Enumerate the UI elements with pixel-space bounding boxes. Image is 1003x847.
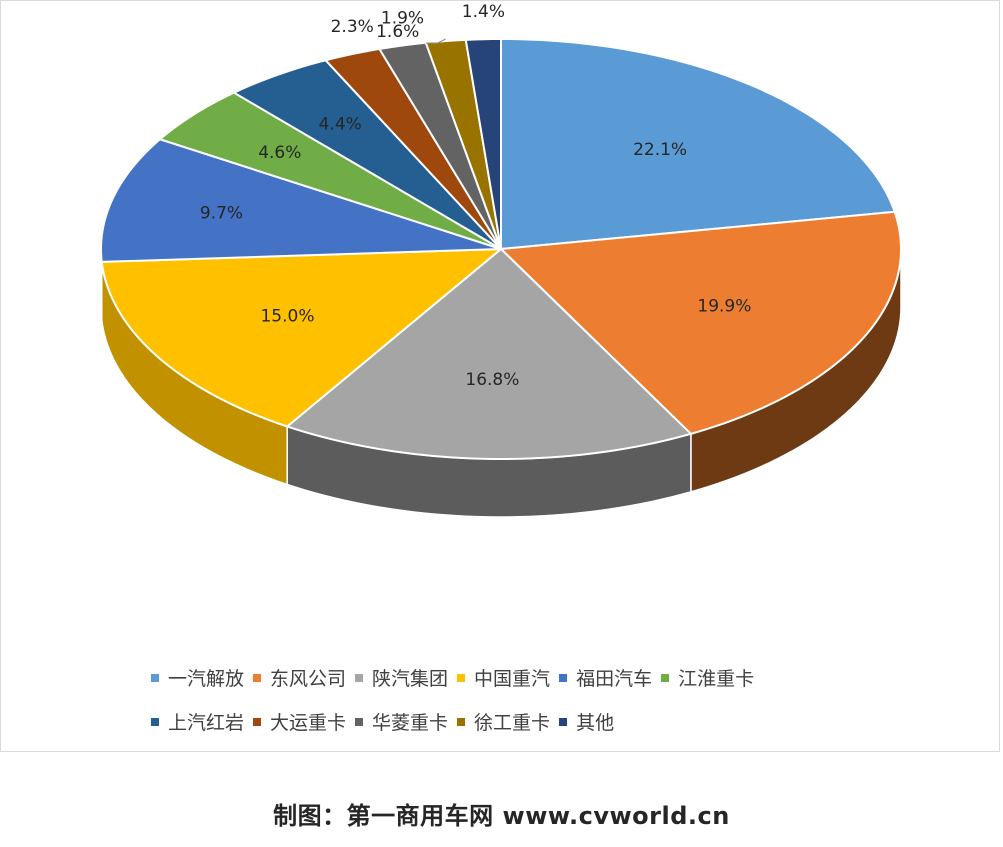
data-label-3: 15.0% [260,306,314,326]
pie-slice-7 [323,47,502,250]
legend-label: 中国重汽 [474,668,551,690]
legend-swatch [253,717,262,726]
pie-slice-0 [500,37,897,251]
pie-slice-5 [157,91,502,250]
pie-slice-2 [285,247,693,461]
legend-label: 陕汽集团 [372,668,449,690]
legend-item: 其他 [559,708,614,735]
legend-swatch [253,673,262,682]
legend-label: 徐工重卡 [474,712,551,734]
legend-row-2: 上汽红岩 大运重卡 华菱重卡 徐工重卡 其他 [151,708,911,735]
legend-item: 福田汽车 [559,664,652,691]
leader-line [425,38,446,44]
data-label-2: 16.8% [465,370,519,390]
data-label-8: 1.9% [381,9,424,29]
legend-item: 大运重卡 [253,708,346,735]
legend-swatch [355,673,364,682]
pie-top [100,37,902,461]
data-label-0: 22.1% [633,140,687,160]
legend-swatch [457,673,466,682]
data-labels: 22.1% 19.9% 16.8% 15.0% 9.7% 4.6% 4.4% 2.3% 1.9%… [200,2,752,390]
data-label-7: 2.3% [331,17,374,37]
data-label-1: 19.9% [697,297,751,317]
legend-label: 东风公司 [270,668,347,690]
pie-sides [100,248,902,518]
legend-item: 徐工重卡 [457,708,550,735]
legend-row-1: 一汽解放 东风公司 陕汽集团 中国重汽 福田汽车 江淮重卡 [151,664,911,691]
pie-slice-1 [498,210,902,435]
legend-swatch [457,717,466,726]
legend-swatch [151,717,159,726]
legend-item: 中国重汽 [457,664,550,691]
pie-slice-4 [100,138,502,263]
legend-item: 江淮重卡 [661,664,754,691]
data-label-6: 4.4% [319,115,362,135]
data-label-5: 4.6% [258,143,301,163]
legend-swatch [355,717,364,726]
legend-swatch [559,673,568,682]
legend-swatch [661,673,670,682]
legend-item: 上汽红岩 [151,708,244,735]
legend-label: 江淮重卡 [678,668,755,690]
pie-slice-10 [464,37,502,250]
legend-swatch [559,717,568,726]
legend-label: 福田汽车 [576,668,653,690]
legend-item: 华菱重卡 [355,708,448,735]
pie-chart: 22.1% 19.9% 16.8% 15.0% 9.7% 4.6% 4.4% 2.3% 1.9%… [100,2,902,518]
legend-label: 一汽解放 [168,668,245,690]
legend-swatch [151,673,159,682]
data-label-10: 1.4% [462,2,505,22]
legend-item: 陕汽集团 [355,664,448,691]
chart-frame: 22.1% 19.9% 16.8% 15.0% 9.7% 4.6% 4.4% 2.3% 1.9%… [0,0,1000,752]
legend-label: 其他 [576,712,615,734]
data-label-4: 9.7% [200,203,243,223]
legend-item: 东风公司 [253,664,346,691]
pie-slice-6 [231,59,502,250]
chart-caption: 制图：第一商用车网 www.cvworld.cn [273,802,730,830]
legend-label: 上汽红岩 [168,712,245,734]
legend-label: 华菱重卡 [372,712,449,734]
pie-slice-3 [100,247,504,428]
legend-item: 一汽解放 [151,664,244,691]
legend-label: 大运重卡 [270,712,347,734]
pie-slice-8 [377,41,502,250]
data-label-9: 1.6% [376,22,419,42]
